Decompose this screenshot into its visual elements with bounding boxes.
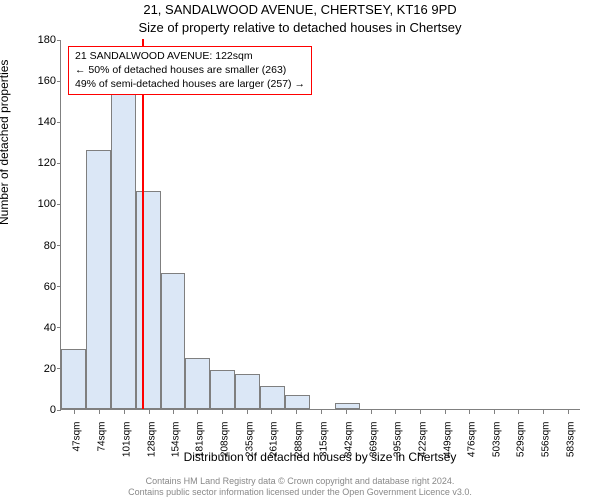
- x-tick: [445, 410, 446, 414]
- x-tick: [124, 410, 125, 414]
- y-tick: [57, 204, 61, 205]
- x-tick: [222, 410, 223, 414]
- x-tick: [296, 410, 297, 414]
- x-tick-label: 529sqm: [516, 422, 527, 458]
- y-tick-label: 100: [16, 198, 56, 210]
- y-tick: [57, 122, 61, 123]
- footer-line1: Contains HM Land Registry data © Crown c…: [0, 476, 600, 487]
- y-tick-label: 120: [16, 157, 56, 169]
- x-tick: [395, 410, 396, 414]
- y-tick: [57, 410, 61, 411]
- x-tick-label: 261sqm: [269, 422, 280, 458]
- x-tick: [247, 410, 248, 414]
- x-tick-label: 154sqm: [170, 422, 181, 458]
- y-tick-label: 60: [16, 281, 56, 293]
- x-tick-label: 395sqm: [392, 422, 403, 458]
- annotation-line: 49% of semi-detached houses are larger (…: [75, 77, 305, 91]
- y-tick: [57, 286, 61, 287]
- histogram-bar: [185, 358, 210, 409]
- y-axis-label: Number of detached properties: [0, 60, 11, 225]
- y-tick: [57, 327, 61, 328]
- y-tick: [57, 245, 61, 246]
- histogram-bar: [285, 395, 310, 409]
- histogram-bar: [111, 64, 136, 409]
- x-tick-label: 503sqm: [492, 422, 503, 458]
- x-tick: [149, 410, 150, 414]
- plot-area: [60, 40, 580, 410]
- x-tick: [494, 410, 495, 414]
- x-tick-label: 47sqm: [71, 422, 82, 452]
- x-tick-label: 422sqm: [417, 422, 428, 458]
- histogram-bar: [235, 374, 260, 409]
- x-tick: [543, 410, 544, 414]
- y-tick-label: 40: [16, 322, 56, 334]
- y-tick-label: 20: [16, 363, 56, 375]
- y-tick-label: 160: [16, 75, 56, 87]
- x-tick-label: 369sqm: [368, 422, 379, 458]
- annotation-box: 21 SANDALWOOD AVENUE: 122sqm← 50% of det…: [68, 46, 312, 95]
- y-tick-label: 180: [16, 34, 56, 46]
- x-tick-label: 74sqm: [96, 422, 107, 452]
- histogram-bar: [61, 349, 86, 409]
- x-tick-label: 288sqm: [294, 422, 305, 458]
- chart-container: 21, SANDALWOOD AVENUE, CHERTSEY, KT16 9P…: [0, 0, 600, 500]
- x-tick-label: 235sqm: [245, 422, 256, 458]
- histogram-bar: [86, 150, 111, 409]
- x-tick: [271, 410, 272, 414]
- footer-line2: Contains public sector information licen…: [0, 487, 600, 498]
- histogram-bar: [210, 370, 235, 409]
- x-tick-label: 476sqm: [467, 422, 478, 458]
- x-tick: [99, 410, 100, 414]
- annotation-line: 21 SANDALWOOD AVENUE: 122sqm: [75, 49, 305, 63]
- chart-title-line2: Size of property relative to detached ho…: [0, 20, 600, 35]
- x-tick: [346, 410, 347, 414]
- y-tick: [57, 163, 61, 164]
- x-tick-label: 181sqm: [195, 422, 206, 458]
- x-tick: [321, 410, 322, 414]
- x-tick-label: 583sqm: [566, 422, 577, 458]
- y-tick: [57, 40, 61, 41]
- x-tick-label: 449sqm: [442, 422, 453, 458]
- y-tick: [57, 81, 61, 82]
- histogram-bar: [161, 273, 186, 409]
- histogram-bar: [335, 403, 360, 409]
- x-tick: [371, 410, 372, 414]
- footer-attribution: Contains HM Land Registry data © Crown c…: [0, 476, 600, 498]
- x-tick-label: 342sqm: [343, 422, 354, 458]
- x-tick: [173, 410, 174, 414]
- x-tick-label: 128sqm: [146, 422, 157, 458]
- chart-title-line1: 21, SANDALWOOD AVENUE, CHERTSEY, KT16 9P…: [0, 2, 600, 17]
- x-tick-label: 101sqm: [121, 422, 132, 458]
- y-tick-label: 140: [16, 116, 56, 128]
- x-tick-label: 208sqm: [220, 422, 231, 458]
- histogram-bar: [136, 191, 161, 409]
- histogram-bar: [260, 386, 285, 409]
- x-tick: [74, 410, 75, 414]
- annotation-line: ← 50% of detached houses are smaller (26…: [75, 63, 305, 77]
- x-tick: [420, 410, 421, 414]
- y-tick-label: 80: [16, 240, 56, 252]
- x-tick: [518, 410, 519, 414]
- x-tick: [568, 410, 569, 414]
- x-tick-label: 315sqm: [319, 422, 330, 458]
- x-tick-label: 556sqm: [541, 422, 552, 458]
- x-tick: [469, 410, 470, 414]
- x-tick: [197, 410, 198, 414]
- y-tick-label: 0: [16, 404, 56, 416]
